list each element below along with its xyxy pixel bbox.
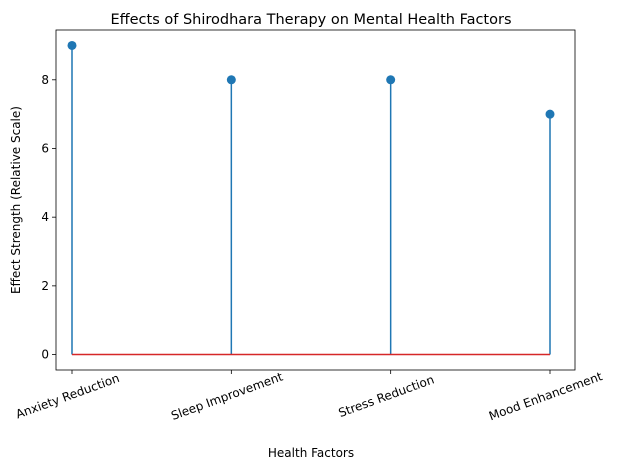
x-tick-label: Stress Reduction	[337, 372, 436, 420]
stem-marker	[386, 75, 396, 85]
x-axis-label: Health Factors	[268, 446, 354, 460]
y-tick-label: 8	[41, 73, 49, 87]
chart-title: Effects of Shirodhara Therapy on Mental …	[110, 12, 511, 28]
x-tick-label: Mood Enhancement	[487, 369, 604, 423]
y-axis-label: Effect Strength (Relative Scale)	[9, 106, 23, 294]
axes-frame	[55, 29, 576, 371]
stem-marker	[226, 75, 236, 85]
x-tick-label: Anxiety Reduction	[14, 371, 121, 422]
stem-marker	[545, 109, 555, 119]
y-tick-label: 2	[41, 279, 49, 293]
y-tick-label: 0	[41, 348, 49, 362]
y-tick-label: 4	[41, 210, 49, 224]
x-tick-label: Sleep Improvement	[169, 369, 285, 423]
stem-marker	[67, 40, 77, 50]
y-tick-label: 6	[41, 141, 49, 155]
